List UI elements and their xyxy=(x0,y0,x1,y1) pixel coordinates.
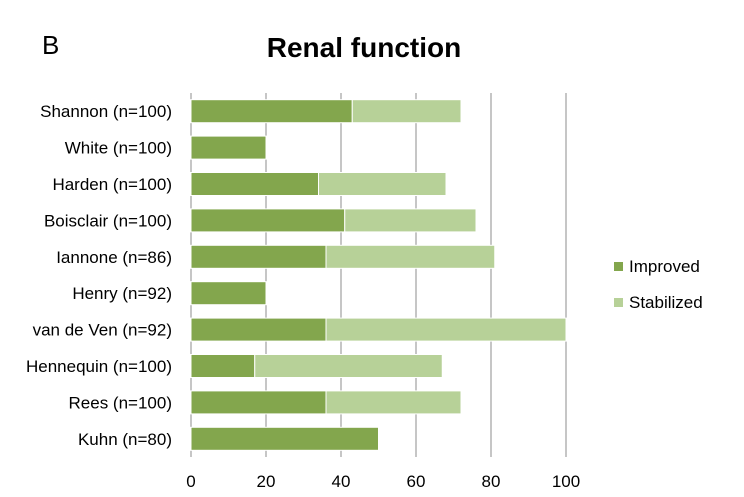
bar-improved-2 xyxy=(190,172,319,196)
bar-stabilized-6 xyxy=(325,317,567,342)
category-label: van de Ven (n=92) xyxy=(33,321,172,340)
bar-improved-3 xyxy=(190,208,346,233)
category-label: Iannone (n=86) xyxy=(56,248,172,267)
bar-improved-7 xyxy=(190,354,256,378)
category-label: Harden (n=100) xyxy=(52,175,172,194)
category-labels: Shannon (n=100) White (n=100) Harden (n=10… xyxy=(26,102,172,449)
bar-improved-8 xyxy=(190,390,327,415)
category-label: White (n=100) xyxy=(65,139,172,158)
x-tick-label: 20 xyxy=(257,472,276,491)
bar-improved-0 xyxy=(190,99,353,124)
chart-title: Renal function xyxy=(267,32,461,63)
category-label: Rees (n=100) xyxy=(69,393,172,412)
x-tick-label: 100 xyxy=(552,472,580,491)
bar-stabilized-7 xyxy=(254,354,443,378)
x-tick-label: 80 xyxy=(482,472,501,491)
bars xyxy=(190,99,567,451)
category-label: Hennequin (n=100) xyxy=(26,357,172,376)
bar-improved-6 xyxy=(190,317,327,342)
category-label: Shannon (n=100) xyxy=(40,102,172,121)
legend-swatch-stabilized xyxy=(614,298,623,307)
bar-improved-5 xyxy=(190,281,267,306)
bar-improved-1 xyxy=(190,135,267,160)
x-tick-label: 0 xyxy=(186,472,195,491)
bar-improved-9 xyxy=(190,426,379,451)
bar-improved-4 xyxy=(190,244,327,269)
category-label: Henry (n=92) xyxy=(72,284,172,303)
legend: Improved Stabilized xyxy=(614,257,703,312)
x-tick-label: 60 xyxy=(407,472,426,491)
x-tick-label: 40 xyxy=(332,472,351,491)
bar-stabilized-4 xyxy=(325,244,496,269)
category-label: Kuhn (n=80) xyxy=(78,430,172,449)
panel-label: B xyxy=(42,30,59,60)
category-label: Boisclair (n=100) xyxy=(44,211,172,230)
bar-stabilized-0 xyxy=(351,99,462,124)
legend-swatch-improved xyxy=(614,262,623,271)
x-tick-labels: 0 20 40 60 80 100 xyxy=(186,472,580,491)
bar-stabilized-3 xyxy=(344,208,477,233)
legend-label-stabilized: Stabilized xyxy=(629,293,703,312)
bar-stabilized-2 xyxy=(318,172,447,196)
bar-stabilized-8 xyxy=(325,390,462,415)
legend-label-improved: Improved xyxy=(629,257,700,276)
